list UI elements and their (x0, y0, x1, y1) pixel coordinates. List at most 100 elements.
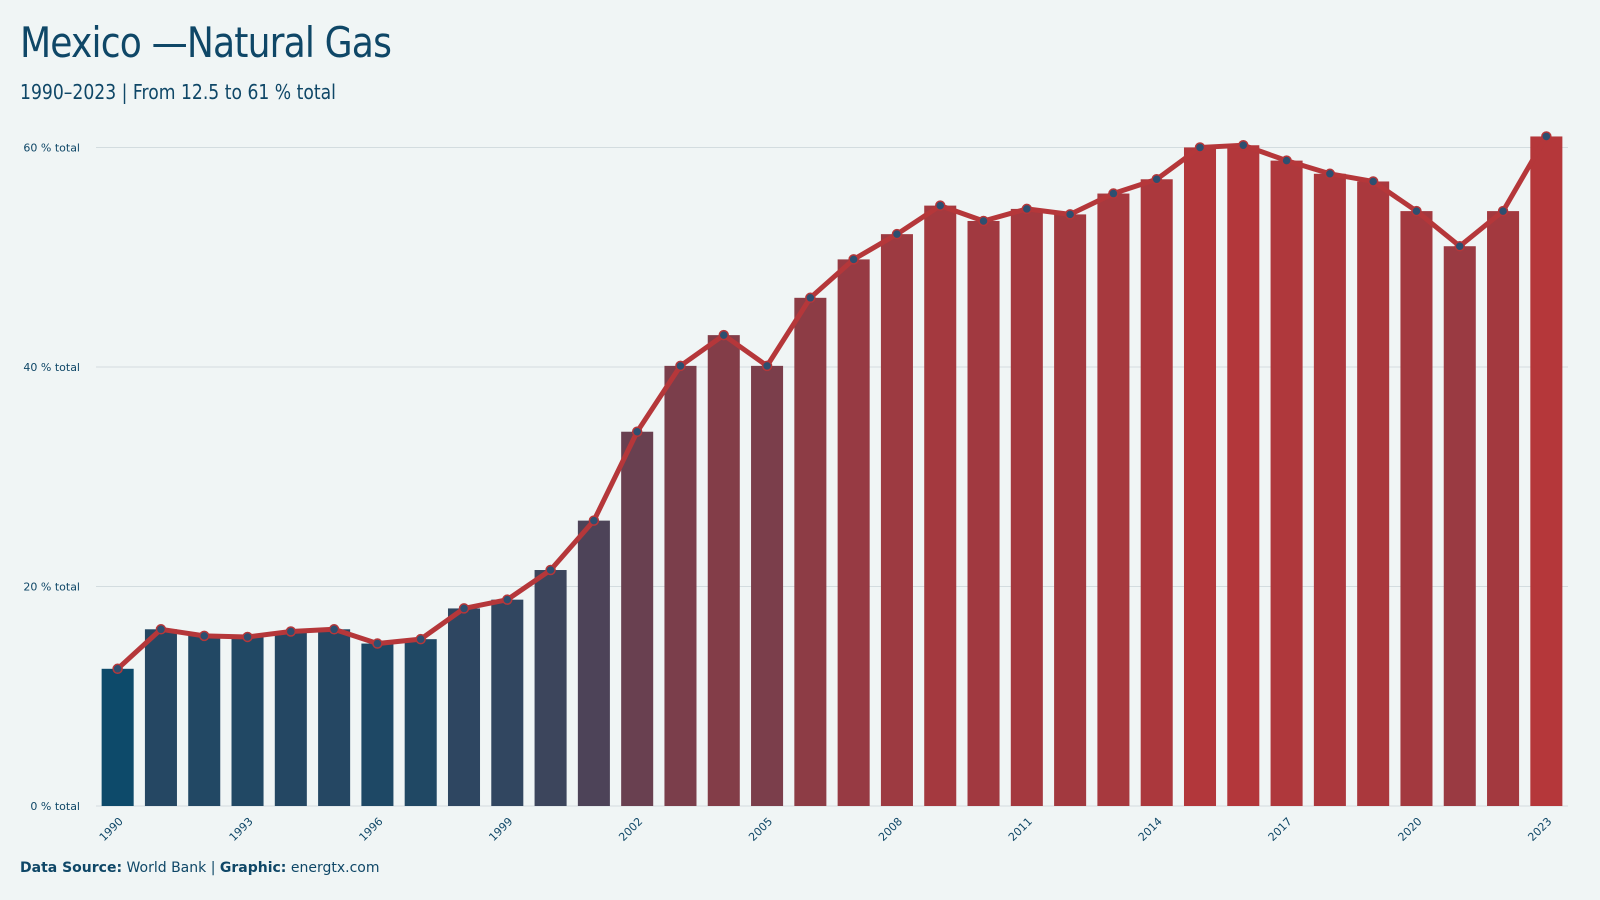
point-2018 (1324, 168, 1336, 180)
bar-1999 (491, 599, 524, 806)
point-1995 (328, 624, 340, 635)
graphic-value: energtx.com (290, 860, 380, 876)
bar-2018 (1313, 173, 1346, 806)
bar-2014 (1140, 179, 1173, 807)
y-tick-label: 60 % total (23, 141, 80, 154)
bar-2005 (751, 365, 784, 806)
point-1999 (502, 594, 513, 605)
point-2017 (1281, 155, 1292, 166)
x-tick-label: 2008 (876, 815, 905, 844)
x-tick-label: 2014 (1136, 815, 1165, 844)
x-tick-label: 2017 (1266, 815, 1295, 844)
bar-1992 (188, 635, 221, 806)
x-tick-label: 2011 (1006, 815, 1035, 844)
bar-2022 (1487, 211, 1520, 806)
x-tick-label: 1996 (357, 815, 386, 844)
point-1997 (415, 633, 426, 645)
point-1990 (112, 663, 123, 675)
point-2009 (934, 200, 946, 211)
y-axis-tick-labels: 0 % total 20 % total 40 % total 60 % total (23, 141, 80, 813)
point-2016 (1238, 139, 1249, 151)
bar-1996 (361, 643, 394, 806)
x-tick-label: 1993 (227, 815, 256, 844)
bar-2017 (1270, 160, 1303, 806)
y-tick-label: 40 % total (23, 361, 80, 374)
bar-2004 (707, 335, 740, 806)
bar-2023 (1530, 136, 1563, 807)
point-2002 (631, 426, 643, 437)
point-1996 (372, 638, 383, 649)
point-2008 (891, 228, 903, 240)
point-1992 (198, 630, 210, 642)
x-tick-label: 1990 (97, 815, 126, 844)
point-2010 (978, 215, 989, 227)
point-2005 (761, 360, 773, 372)
point-2006 (805, 292, 816, 304)
point-2012 (1064, 209, 1076, 220)
source-label: Data Source: (20, 860, 123, 876)
bar-2019 (1357, 181, 1390, 807)
x-tick-label: 2020 (1396, 815, 1425, 844)
point-2011 (1021, 203, 1033, 215)
x-tick-label: 1999 (486, 815, 515, 844)
bar-2006 (794, 297, 827, 806)
trend-line-path (115, 133, 1549, 672)
bar-2013 (1097, 193, 1130, 807)
point-2007 (848, 254, 859, 265)
point-2000 (545, 564, 556, 576)
bar-2003 (664, 365, 697, 806)
source-value: World Bank (126, 860, 207, 876)
point-2020 (1411, 205, 1422, 217)
y-tick-label: 20 % total (23, 580, 80, 593)
graphic-label: Graphic: (219, 860, 287, 876)
point-2023 (1541, 131, 1552, 142)
bar-2021 (1443, 246, 1476, 806)
point-2022 (1497, 205, 1509, 217)
bar-1993 (231, 636, 264, 806)
bar-2016 (1227, 145, 1260, 806)
bar-2002 (621, 431, 654, 806)
x-tick-label: 2002 (616, 815, 645, 844)
point-2021 (1454, 240, 1466, 252)
y-tick-label: 0 % total (30, 800, 80, 813)
bar-1998 (447, 608, 481, 806)
x-tick-label: 2023 (1525, 815, 1554, 844)
point-1998 (458, 603, 470, 614)
footer-credits: Data Source: World Bank | Graphic: energ… (20, 860, 379, 876)
x-tick-label: 2005 (746, 815, 775, 844)
bar-2012 (1054, 214, 1087, 806)
bar-1995 (318, 629, 351, 806)
point-1991 (155, 624, 167, 635)
point-1994 (285, 626, 297, 637)
trend-points (112, 131, 1552, 675)
footer-separator: | (210, 860, 216, 876)
point-2001 (588, 515, 600, 526)
x-axis-tick-labels: 1990 1993 1996 1999 2002 2005 2008 2011 2014 2017… (97, 815, 1555, 844)
chart-title: Mexico —Natural Gas (20, 18, 392, 67)
bar-2015 (1183, 147, 1217, 806)
bar-2001 (577, 520, 610, 806)
bar-2010 (967, 220, 1000, 807)
bar-2008 (880, 234, 913, 807)
point-2004 (718, 329, 730, 341)
point-2019 (1367, 176, 1379, 187)
point-2014 (1151, 174, 1162, 185)
point-2003 (675, 360, 686, 372)
bar-2011 (1010, 208, 1043, 807)
bar-2009 (924, 205, 957, 806)
point-2013 (1108, 188, 1119, 199)
chart-subtitle: 1990–2023 | From 12.5 to 61 % total (20, 80, 336, 104)
point-1993 (242, 631, 253, 643)
bars (101, 136, 1563, 807)
bar-1991 (144, 629, 177, 806)
bar-1994 (274, 631, 307, 806)
bar-2000 (534, 570, 567, 806)
grid-lines (96, 146, 1568, 807)
trend-line (115, 133, 1549, 672)
point-2015 (1194, 142, 1206, 153)
bar-2007 (837, 259, 870, 806)
bar-1997 (404, 639, 437, 806)
bar-1990 (101, 668, 134, 806)
bar-2020 (1400, 211, 1433, 806)
